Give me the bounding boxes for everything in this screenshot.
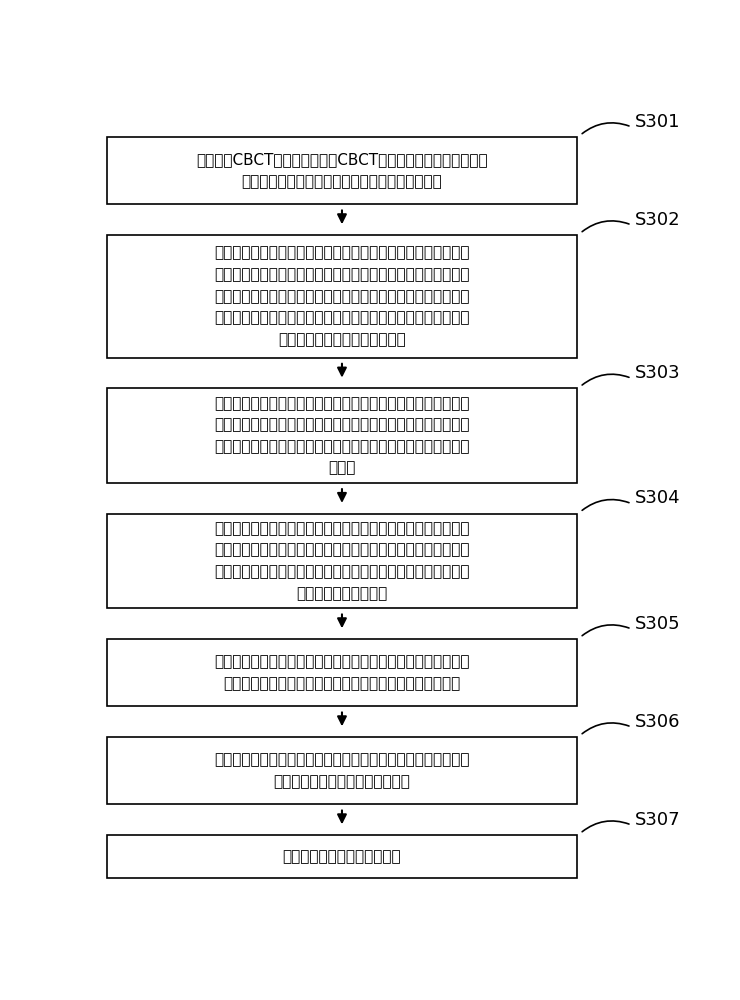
Text: S307: S307 [634, 811, 680, 829]
Text: 根据导板的三维图像打印导板: 根据导板的三维图像打印导板 [283, 849, 401, 864]
Text: 从患者的CBCT图像中获取牙颌CBCT三维数据，采用预设阈值重
建拟植入正畸微螺钉区域的颌骨和牙齿的三维图像: 从患者的CBCT图像中获取牙颌CBCT三维数据，采用预设阈值重 建拟植入正畸微螺… [196, 152, 488, 189]
Text: 从预先建立的正畸微螺钉三维图像数据库中获取待使用的正畸微
螺钉的三维图像，并在颌骨和牙齿的三维图像中将待使用的正畸
微螺钉的三维图像调整到预定位置，其中，预定位: 从预先建立的正畸微螺钉三维图像数据库中获取待使用的正畸微 螺钉的三维图像，并在颌… [214, 246, 470, 347]
Text: 建立导板的引导部：在第一圆柱体周围沿其轴向形成第二圆柱体
，第二圆柱体与第一圆柱体同轴且高度相同，第二圆柱体的直径
大于第一圆柱体的直径，两个圆柱体面向牙槽粘膜: 建立导板的引导部：在第一圆柱体周围沿其轴向形成第二圆柱体 ，第二圆柱体与第一圆柱… [214, 521, 470, 601]
Text: S304: S304 [634, 489, 680, 507]
Text: S305: S305 [634, 615, 680, 633]
Text: 分别重建引导部与固位部的三维图像，并建立连接部将引导部与
固位部连接，得到导板的三维图像: 分别重建引导部与固位部的三维图像，并建立连接部将引导部与 固位部连接，得到导板的… [214, 752, 470, 789]
Text: S306: S306 [634, 713, 680, 731]
Text: S303: S303 [634, 364, 680, 382]
Bar [107, 514, 577, 608]
Bar [107, 388, 577, 483]
Bar [107, 235, 577, 358]
Text: 在颌骨和牙齿的三维图像中建立第一圆柱体，调整第一圆柱体的
方向与待使用的正畸微螺钉的方向相同，其中，第一圆柱体的直
径大于改锥头末端袖口部的直径，改锥头用于携带: 在颌骨和牙齿的三维图像中建立第一圆柱体，调整第一圆柱体的 方向与待使用的正畸微螺… [214, 396, 470, 475]
Bar [107, 737, 577, 804]
Text: S301: S301 [634, 113, 680, 131]
Text: S302: S302 [634, 211, 680, 229]
Bar [107, 137, 577, 204]
Bar [107, 639, 577, 706]
Bar [107, 835, 577, 878]
Text: 建立导板的固位部：在待使用的正畸微螺钉的植入部位的一邻牙
轴面外形高点的合方与咬合面描画外延牙冠预定厚度的涂层: 建立导板的固位部：在待使用的正畸微螺钉的植入部位的一邻牙 轴面外形高点的合方与咬… [214, 654, 470, 691]
